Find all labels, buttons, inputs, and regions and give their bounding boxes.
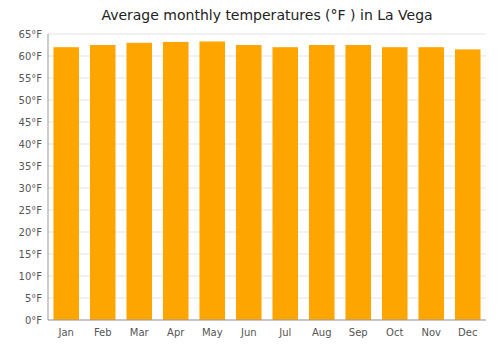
bar bbox=[163, 42, 189, 320]
bar bbox=[199, 41, 225, 320]
x-axis bbox=[48, 320, 486, 321]
grid-line bbox=[48, 34, 486, 35]
y-tick-label: 5°F bbox=[25, 293, 42, 304]
bar bbox=[345, 45, 371, 320]
y-tick-label: 65°F bbox=[19, 29, 43, 40]
y-tick-label: 40°F bbox=[19, 139, 43, 150]
y-tick-label: 15°F bbox=[19, 249, 43, 260]
title: Average monthly temperatures (°F ) in La… bbox=[101, 7, 432, 23]
x-tick-label: Jul bbox=[278, 327, 291, 338]
y-axis bbox=[48, 34, 49, 320]
bar bbox=[382, 47, 408, 320]
bar bbox=[455, 49, 481, 320]
x-tick-label: Jun bbox=[240, 327, 257, 338]
x-tick-label: Nov bbox=[421, 327, 441, 338]
bar bbox=[418, 47, 444, 320]
bars bbox=[53, 41, 480, 320]
bar bbox=[53, 47, 79, 320]
chart-svg: Average monthly temperatures (°F ) in La… bbox=[0, 0, 500, 350]
y-tick-label: 55°F bbox=[19, 73, 43, 84]
chart-container: Average monthly temperatures (°F ) in La… bbox=[0, 0, 500, 350]
x-tick-label: Aug bbox=[312, 327, 332, 338]
x-tick-label: Dec bbox=[458, 327, 477, 338]
bar bbox=[90, 45, 116, 320]
y-tick-label: 35°F bbox=[19, 161, 43, 172]
x-tick-label: Sep bbox=[349, 327, 368, 338]
x-tick-label: Apr bbox=[167, 327, 185, 338]
bar bbox=[126, 43, 152, 320]
y-tick-label: 10°F bbox=[19, 271, 43, 282]
bar bbox=[236, 45, 262, 320]
grid-line bbox=[48, 320, 486, 321]
y-tick-label: 45°F bbox=[19, 117, 43, 128]
bar bbox=[309, 45, 335, 320]
y-tick-label: 30°F bbox=[19, 183, 43, 194]
x-tick-label: Oct bbox=[386, 327, 403, 338]
y-tick-label: 0°F bbox=[25, 315, 42, 326]
bar bbox=[272, 47, 298, 320]
y-tick-label: 60°F bbox=[19, 51, 43, 62]
grid bbox=[48, 34, 486, 320]
y-tick-label: 20°F bbox=[19, 227, 43, 238]
x-tick-label: Mar bbox=[130, 327, 150, 338]
x-tick-label: Jan bbox=[58, 327, 74, 338]
y-tick-label: 25°F bbox=[19, 205, 43, 216]
y-tick-label: 50°F bbox=[19, 95, 43, 106]
x-tick-label: May bbox=[202, 327, 223, 338]
x-tick-label: Feb bbox=[94, 327, 112, 338]
